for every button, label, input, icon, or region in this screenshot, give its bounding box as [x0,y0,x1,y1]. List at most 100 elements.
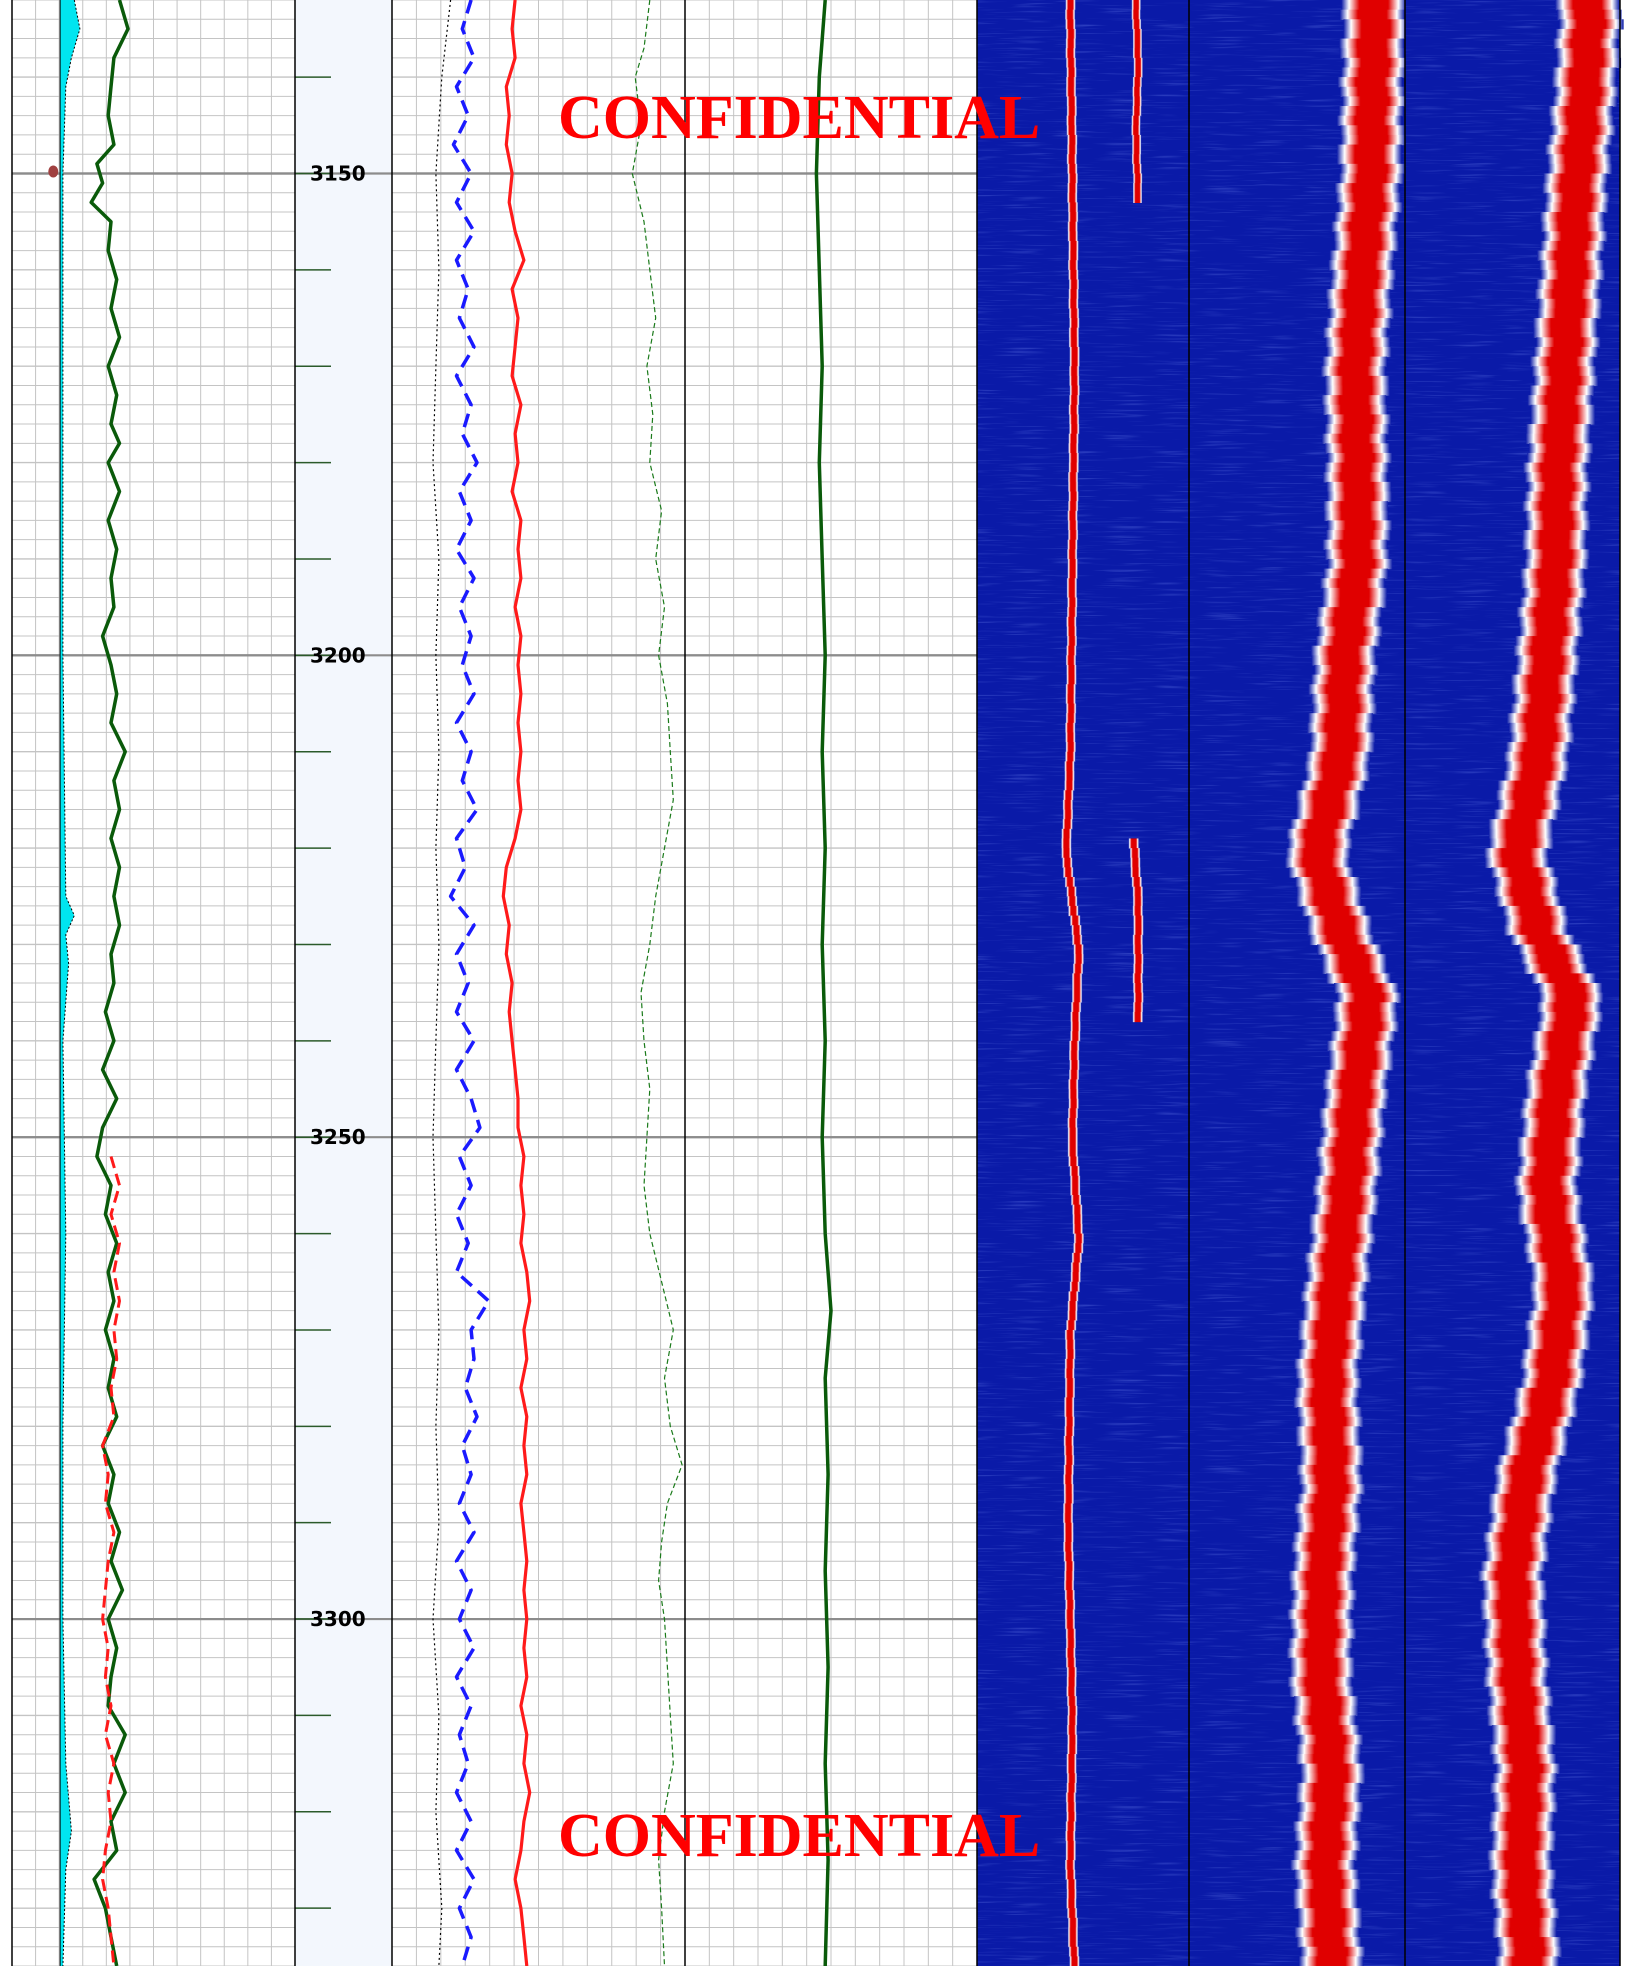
image-band-strip [1321,433,1387,444]
image-band-strip [1518,1195,1584,1206]
image-band-strip [1065,1821,1077,1832]
image-band-strip [1286,1647,1352,1659]
image-band-strip [1334,212,1400,223]
image-band-strip [1322,472,1388,483]
image-band-strip [1510,732,1575,743]
image-band-strip [1287,838,1353,849]
image-band-strip [1297,1329,1363,1341]
image-band-strip [1480,1638,1546,1649]
image-band-strip [1513,1407,1579,1418]
image-band-strip [1491,1840,1556,1851]
image-band-strip [1068,269,1079,281]
image-band-strip [1530,404,1596,416]
image-band-strip [1325,337,1391,348]
image-band-strip [1131,134,1142,146]
image-band-strip [1065,1792,1077,1803]
image-band-strip [1527,395,1593,406]
image-band-strip [1291,1541,1356,1553]
image-band-strip [1526,1339,1591,1350]
image-band-strip [1484,1667,1549,1678]
image-band-strip [1071,925,1082,936]
image-band-strip [1065,38,1077,49]
image-band-strip [1343,28,1409,40]
image-band-strip [1069,1175,1081,1186]
image-band-strip [1068,404,1079,416]
image-band-strip [1062,1513,1074,1524]
image-band-strip [1071,1204,1083,1215]
image-band-strip [1302,1310,1368,1321]
image-band-strip [1065,86,1077,97]
image-band-strip [1296,1937,1362,1948]
image-band-strip [1133,954,1144,965]
image-band-strip [1488,1493,1553,1505]
image-band-strip [1069,1956,1080,1966]
image-band-strip [1062,819,1073,830]
image-band-strip [1537,250,1602,261]
image-band-strip [1287,1609,1352,1620]
image-band-strip [1555,0,1620,11]
image-band-strip [1487,1859,1553,1871]
image-band-strip [1513,693,1579,705]
image-band-strip [1555,28,1620,40]
image-band-strip [1064,1859,1076,1871]
image-band-strip [1294,1551,1359,1562]
image-band-strip [1130,867,1141,878]
image-band-strip [1295,1435,1361,1447]
image-band-strip [1505,761,1570,772]
image-band-strip [1324,1089,1390,1100]
image-band-strip [1069,1060,1080,1071]
image-band-strip [1131,144,1142,155]
image-band-strip [1512,1175,1578,1186]
image-band-strip [1551,125,1617,136]
image-band-strip [1067,558,1078,570]
image-band-strip [1484,848,1549,859]
image-band-strip [1064,1387,1076,1399]
image-band-strip [1324,462,1390,473]
image-band-strip [1071,934,1083,946]
image-band-strip [1322,1079,1388,1090]
watermark-bottom: CONFIDENTIAL [558,1802,1040,1870]
image-band-strip [1519,597,1585,608]
depth-label: 3300 [310,1607,366,1631]
image-band-strip [1072,1223,1084,1235]
image-band-strip [1073,1243,1084,1254]
image-band-strip [1522,1368,1587,1379]
image-band-strip [1520,578,1586,589]
image-band-strip [1524,558,1590,570]
image-band-strip [1514,1185,1580,1196]
image-band-strip [1485,1551,1550,1562]
image-band-strip [1327,452,1393,464]
image-band-strip [1334,240,1400,252]
image-band-strip [1067,539,1078,550]
image-band-strip [1067,1079,1079,1090]
image-band-strip [1336,144,1402,155]
image-band-strip [1343,19,1409,30]
image-band-strip [1486,1705,1551,1717]
image-band-strip [1067,1310,1078,1321]
image-band-strip [1524,1320,1589,1331]
image-band-strip [1317,944,1382,955]
image-band-strip [1065,57,1077,69]
image-band-strip [1489,1744,1554,1755]
image-band-strip [1297,1917,1363,1929]
image-band-strip [1502,905,1568,917]
image-band-strip [1487,1715,1552,1726]
image-band-strip [1515,636,1580,647]
image-band-strip [1066,163,1078,175]
image-band-strip [1297,1522,1363,1533]
image-band-strip [1536,337,1601,348]
image-band-strip [1488,1888,1554,1900]
image-band-strip [1291,1628,1357,1639]
image-band-strip [1066,1667,1078,1678]
image-band-strip [1067,501,1079,512]
image-band-strip [1522,1117,1587,1129]
image-band-strip [1531,1301,1597,1312]
image-band-strip [1520,954,1586,965]
image-band-strip [1539,992,1604,1003]
image-band-strip [1339,9,1405,20]
image-band-strip [1132,886,1144,897]
image-band-strip [1066,1725,1078,1736]
image-band-strip [1508,722,1574,734]
track-frames [11,0,1621,1966]
image-band-strip [1133,925,1144,936]
